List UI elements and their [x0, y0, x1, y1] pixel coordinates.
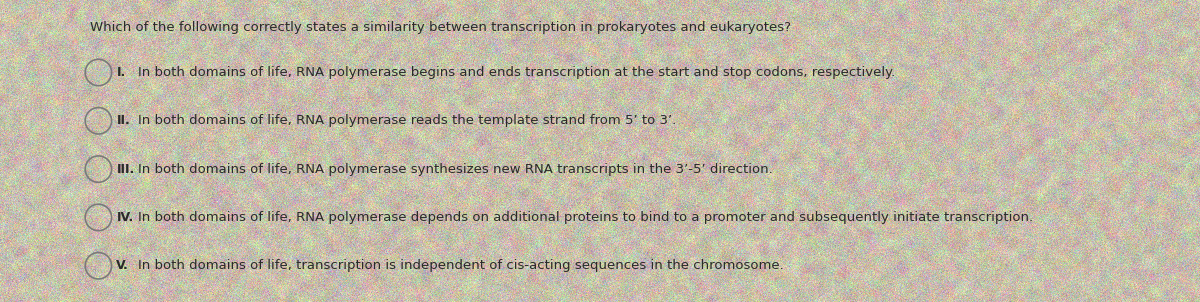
Text: In both domains of life, RNA polymerase begins and ends transcription at the sta: In both domains of life, RNA polymerase …	[138, 66, 895, 79]
Text: In both domains of life, RNA polymerase synthesizes new RNA transcripts in the 3: In both domains of life, RNA polymerase …	[138, 162, 773, 176]
Text: III.: III.	[116, 162, 134, 176]
Text: IV.: IV.	[116, 211, 133, 224]
Text: In both domains of life, RNA polymerase reads the template strand from 5’ to 3’.: In both domains of life, RNA polymerase …	[138, 114, 677, 127]
Text: II.: II.	[116, 114, 130, 127]
Text: V.: V.	[116, 259, 130, 272]
Text: I.: I.	[116, 66, 126, 79]
Text: Which of the following correctly states a similarity between transcription in pr: Which of the following correctly states …	[90, 21, 791, 34]
Text: In both domains of life, RNA polymerase depends on additional proteins to bind t: In both domains of life, RNA polymerase …	[138, 211, 1033, 224]
Text: In both domains of life, transcription is independent of cis-acting sequences in: In both domains of life, transcription i…	[138, 259, 784, 272]
